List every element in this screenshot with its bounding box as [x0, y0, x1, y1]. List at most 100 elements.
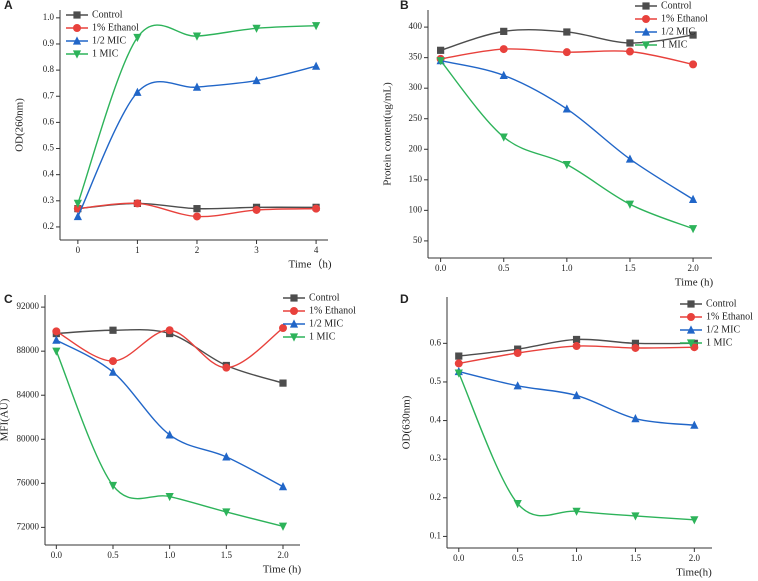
y-tick-label: 400 — [409, 21, 423, 31]
marker — [625, 47, 634, 56]
marker — [252, 205, 261, 214]
marker — [690, 343, 699, 352]
marker — [165, 492, 174, 502]
y-tick-label: 0.4 — [430, 415, 442, 425]
x-tick-label: 1.5 — [630, 553, 642, 563]
legend-marker — [72, 50, 82, 59]
x-tick-label: 1 — [135, 245, 140, 255]
marker — [631, 512, 640, 521]
marker — [222, 452, 231, 461]
marker — [73, 199, 82, 209]
legend-label: 1 MIC — [309, 331, 336, 342]
legend-label: Control — [661, 0, 692, 11]
marker — [513, 499, 522, 509]
marker — [311, 22, 321, 31]
marker — [311, 61, 321, 70]
marker — [437, 46, 445, 54]
marker — [688, 194, 698, 203]
legend-marker — [642, 2, 650, 10]
x-tick-label: 2.0 — [687, 263, 699, 273]
y-tick-label: 150 — [409, 174, 423, 184]
marker — [499, 70, 508, 79]
marker — [454, 359, 463, 368]
marker — [500, 27, 508, 35]
y-tick-label: 0.4 — [43, 169, 55, 179]
y-tick-label: 84000 — [17, 389, 40, 399]
legend-marker — [289, 333, 299, 342]
marker — [625, 200, 635, 209]
x-tick-label: 1.5 — [221, 550, 233, 560]
y-tick-label: 0.1 — [430, 530, 441, 540]
legend-label: 1/2 MIC — [309, 318, 344, 329]
legend-label: Control — [309, 292, 340, 303]
x-axis-label: Time (h) — [263, 564, 302, 576]
x-tick-label: 0.0 — [453, 553, 465, 563]
marker — [279, 379, 287, 387]
legend-label: 1% Ethanol — [309, 305, 356, 316]
legend-marker — [687, 300, 695, 308]
marker — [499, 45, 508, 54]
y-tick-label: 100 — [409, 204, 423, 214]
y-tick-label: 0.2 — [43, 221, 54, 231]
marker — [690, 420, 699, 429]
marker — [109, 357, 117, 366]
y-axis-label: OD(630nm) — [401, 395, 413, 449]
x-axis-label: Time (h) — [675, 277, 714, 289]
series-line — [56, 328, 284, 384]
marker — [689, 31, 697, 39]
marker — [52, 347, 61, 356]
y-tick-label: 250 — [409, 113, 423, 123]
marker — [73, 211, 82, 221]
x-tick-label: 2.0 — [689, 553, 701, 563]
marker — [109, 326, 117, 334]
marker — [513, 348, 522, 357]
series-line — [77, 24, 317, 204]
legend-marker — [641, 27, 651, 36]
y-tick-label: 72000 — [17, 521, 40, 531]
marker — [631, 343, 640, 352]
marker — [52, 335, 61, 344]
y-axis-label: Protein content(ug/mL) — [382, 82, 394, 186]
marker — [436, 57, 445, 66]
marker — [278, 482, 288, 491]
marker — [192, 32, 202, 41]
legend-label: 1 MIC — [706, 337, 733, 348]
panel-label: B — [400, 0, 409, 12]
legend-label: 1% Ethanol — [706, 311, 753, 322]
marker — [572, 335, 581, 344]
y-tick-label: 0.5 — [43, 143, 55, 153]
panel-label: A — [4, 0, 13, 12]
marker — [252, 75, 261, 85]
x-tick-label: 1.5 — [624, 263, 636, 273]
y-tick-label: 0.7 — [43, 90, 55, 100]
marker — [563, 28, 571, 36]
marker — [562, 160, 571, 170]
legend-label: Control — [706, 298, 737, 309]
legend-label: 1/2 MIC — [92, 35, 127, 46]
y-tick-label: 88000 — [17, 345, 40, 355]
marker — [626, 39, 634, 47]
x-tick-label: 1.0 — [561, 263, 573, 273]
legend-marker — [641, 41, 651, 50]
legend-marker — [686, 325, 696, 334]
x-tick-label: 0.0 — [435, 263, 447, 273]
marker — [572, 390, 581, 400]
legend-label: Control — [92, 9, 123, 20]
series-line — [440, 60, 694, 230]
y-tick-label: 80000 — [17, 433, 40, 443]
x-tick-label: 0.5 — [498, 263, 510, 273]
marker — [108, 481, 118, 491]
marker — [279, 324, 287, 333]
y-tick-label: 0.6 — [43, 116, 55, 126]
y-tick-label: 0.2 — [430, 492, 441, 502]
legend-label: 1/2 MIC — [661, 26, 696, 37]
y-tick-label: 50 — [413, 235, 423, 245]
marker — [631, 414, 640, 423]
legend-marker — [290, 294, 298, 302]
legend-marker — [72, 36, 82, 45]
marker — [133, 87, 142, 96]
marker — [631, 339, 640, 347]
series-line — [55, 350, 284, 527]
marker — [222, 363, 231, 372]
